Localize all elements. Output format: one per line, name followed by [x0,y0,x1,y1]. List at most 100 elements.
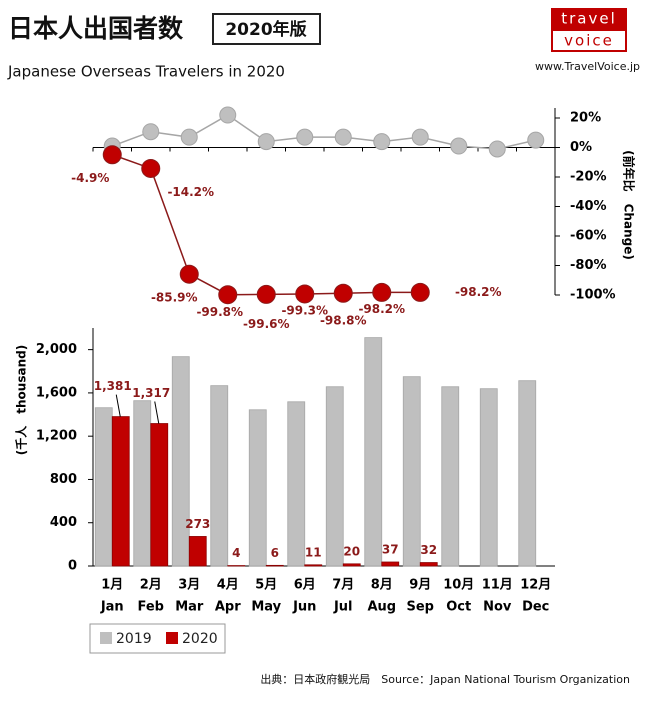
legend-label: 2019 [116,631,152,647]
series-point [102,145,122,165]
y2-axis-label: (前年比 Change) [622,150,637,260]
x-tick-label-en: Aug [367,600,396,615]
x-tick-label: 6月 [294,578,316,593]
logo-top-box [551,8,627,30]
series-point [256,284,276,304]
title: 日本人出国者数 [8,14,184,43]
series-line [111,154,421,296]
series-point [372,282,392,302]
bar [150,423,169,567]
y2-tick-label: -100% [570,288,616,303]
badge: 2020年版 [225,19,306,40]
legend-swatch [166,632,178,644]
bar [287,401,306,567]
bar [248,409,267,567]
x-tick-label-en: Dec [522,600,549,615]
bar [381,561,400,567]
x-tick-label: 12月 [520,578,551,593]
data-label: 1,317 [132,386,170,400]
bar [342,563,361,567]
x-tick-label-en: Feb [138,600,164,615]
x-tick-label: 5月 [255,578,277,593]
bar [402,376,421,567]
data-label: 273 [185,517,210,531]
logo-bottom: voice [564,32,614,50]
bar [304,564,323,567]
data-label: -98.2% [455,285,502,299]
y-axis-label: (千人 thousand) [14,345,29,455]
y2-tick-label: -60% [570,229,607,244]
series-point [180,128,198,146]
bar [518,380,537,567]
series-line [111,114,536,150]
x-tick-label: 4月 [217,578,239,593]
data-label: 32 [420,543,437,557]
x-tick-label-en: Mar [175,600,204,615]
data-label: -4.9% [71,171,109,185]
series-point [527,131,545,149]
y2-tick-label: -80% [570,258,607,273]
bar [325,386,344,567]
bar [133,400,152,567]
series-point [450,137,468,155]
x-tick-label-en: Jun [292,600,316,615]
legend-swatch [100,632,112,644]
data-label: 37 [382,542,399,556]
series-point [141,158,161,178]
series-point [373,133,391,151]
source: 出典：日本政府観光局 Source：Japan National Tourism… [260,672,630,686]
y2-tick-label: 0% [570,140,592,155]
x-tick-label: 8月 [371,578,393,593]
data-label: -99.6% [243,317,290,331]
y2-tick-label: -40% [570,199,607,214]
bar [94,407,113,567]
bar [171,356,190,567]
series-point [411,128,429,146]
series-point [219,106,237,124]
bar [364,337,383,567]
data-label: -14.2% [167,185,214,199]
series-point [410,282,430,302]
data-label: -85.9% [151,291,198,305]
badge-box [212,13,321,45]
logo-bottom-box [551,29,627,52]
legend-label: 2020 [182,631,218,647]
data-label: -99.8% [196,305,243,319]
legend-box [89,623,226,654]
y-tick-label: 1,200 [36,429,77,444]
series-point [296,128,314,146]
label-leader [115,394,121,417]
x-tick-label: 1月 [101,578,123,593]
x-tick-label: 7月 [332,578,354,593]
x-tick-label-en: Sep [407,600,435,615]
data-label: 4 [232,546,240,560]
x-tick-label-en: Nov [483,600,512,615]
data-label: 20 [343,544,360,558]
y-tick-label: 1,600 [36,385,77,400]
bar [210,385,229,567]
series-point [179,264,199,284]
data-label: -98.2% [358,302,405,316]
x-tick-label-en: Apr [215,600,241,615]
x-tick-label: 3月 [178,578,200,593]
data-label: -99.3% [281,303,328,317]
x-tick-label: 2月 [140,578,162,593]
bar [479,388,498,567]
bar [188,536,207,567]
bar [441,386,460,567]
data-label: -98.8% [320,314,367,328]
y2-tick-label: 20% [570,111,601,126]
x-tick-label-en: May [251,600,281,615]
x-tick-label: 10月 [443,578,474,593]
logo-top: travel [561,10,617,28]
label-leader [154,401,160,424]
y-tick-label: 2,000 [36,342,77,357]
x-tick-label-en: Jan [100,600,124,615]
bar [111,416,130,567]
series-point [257,133,275,151]
series-point [488,140,506,158]
bar [265,564,284,567]
x-tick-label: 11月 [482,578,513,593]
y-tick-label: 800 [50,472,77,487]
y-tick-label: 400 [50,515,77,530]
